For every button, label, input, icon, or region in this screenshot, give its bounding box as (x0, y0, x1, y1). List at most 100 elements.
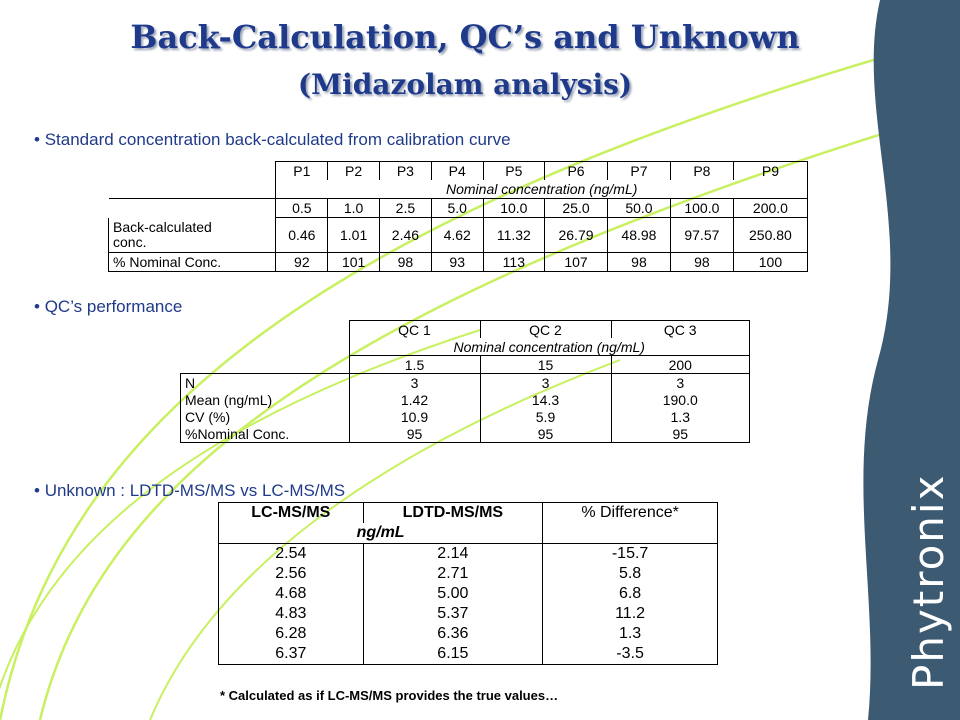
column-header: LDTD-MS/MS (362, 502, 543, 523)
column-header: P2 (327, 161, 380, 180)
table-cell: 2.14 (362, 543, 543, 564)
table-cell: 3 (479, 373, 611, 391)
table-cell: 100 (732, 252, 809, 272)
table-cell: 48.98 (606, 217, 671, 253)
table-cell: 2.56 (218, 564, 364, 584)
table-cell: 3 (348, 373, 480, 391)
table-cell: 98 (606, 252, 671, 272)
table-cell: 5.9 (479, 408, 611, 425)
table-row: 2.56 2.71 5.8 (218, 564, 718, 584)
green-curve-1 (0, 33, 960, 720)
column-header: % Difference* (542, 502, 718, 523)
table-row: 6.37 6.15 -3.5 (218, 644, 718, 665)
table-cell: 1.01 (327, 217, 380, 253)
table-cell: 15 (479, 355, 611, 374)
table-cell: 5.37 (362, 604, 543, 624)
table-cell: 1.3 (610, 408, 750, 425)
table-cell: 0.5 (275, 198, 328, 218)
column-header: P7 (606, 161, 671, 180)
table-cell: 97.57 (669, 217, 734, 253)
slide-title: Back-Calculation, QC’s and Unknown (130, 18, 800, 56)
table-cell: -15.7 (542, 543, 718, 564)
table-row: %Nominal Conc. 95 95 95 (180, 425, 750, 443)
table-cell: 190.0 (610, 391, 750, 408)
row-label-n: N (180, 373, 349, 391)
qc-table: QC 1 QC 2 QC 3 Nominal concentration (ng… (180, 320, 750, 443)
table-row: 4.83 5.37 11.2 (218, 604, 718, 624)
bullet-unknown: Unknown : LDTD-MS/MS vs LC-MS/MS (34, 481, 345, 501)
table-cell: 4.62 (430, 217, 484, 253)
table-cell: 11.32 (482, 217, 545, 253)
table-row: Nominal concentration (ng/mL) (109, 180, 808, 199)
row-label-pct-nominal: %Nominal Conc. (180, 425, 349, 443)
table-cell: 50.0 (606, 198, 671, 218)
table-cell: 14.3 (479, 391, 611, 408)
table-row: QC 1 QC 2 QC 3 (181, 320, 750, 338)
phytronix-logo: Phytronix (904, 473, 953, 690)
table-cell: 101 (327, 252, 380, 272)
table-cell: 2.71 (362, 564, 543, 584)
column-header: LC-MS/MS (218, 502, 364, 523)
table-cell: 95 (610, 425, 750, 443)
table-cell: 26.79 (544, 217, 608, 253)
table-cell: 107 (544, 252, 608, 272)
nominal-header: Nominal concentration (ng/mL) (348, 338, 750, 356)
standard-table: P1 P2 P3 P4 P5 P6 P7 P8 P9 Nominal conce… (107, 161, 809, 272)
bullet-qc: QC’s performance (34, 297, 183, 317)
table-cell: 2.54 (218, 543, 364, 564)
table-cell: 4.68 (218, 584, 364, 604)
table-row: 2.54 2.14 -15.7 (218, 543, 718, 564)
table-row: % Nominal Conc. 92 101 98 93 113 107 98 … (107, 252, 809, 272)
column-header: P1 (275, 161, 328, 180)
table-cell: 1.5 (348, 355, 480, 374)
table-cell: 98 (379, 252, 432, 272)
table-cell: 5.8 (542, 564, 718, 584)
table-row: P1 P2 P3 P4 P5 P6 P7 P8 P9 (109, 161, 809, 180)
row-label-mean: Mean (ng/mL) (180, 391, 349, 408)
table-cell: 6.28 (218, 624, 364, 644)
table-cell: 25.0 (544, 198, 608, 218)
footnote: * Calculated as if LC-MS/MS provides the… (220, 688, 559, 703)
column-header: P3 (379, 161, 432, 180)
table-row: ng/mL (217, 523, 718, 544)
table-row: 6.28 6.36 1.3 (218, 624, 718, 644)
table-cell: 200 (610, 355, 750, 374)
slide-subtitle: (Midazolam analysis) (297, 68, 633, 101)
table-row: Back-calculated conc. 0.46 1.01 2.46 4.62… (107, 217, 809, 253)
table-cell: 113 (482, 252, 545, 272)
column-header: P4 (430, 161, 484, 180)
column-header: P9 (732, 161, 809, 180)
table-cell: 6.37 (218, 644, 364, 665)
table-cell: 95 (348, 425, 480, 443)
table-cell: 92 (275, 252, 328, 272)
table-row: 1.5 15 200 (181, 355, 750, 374)
row-label-pct-nominal: % Nominal Conc. (107, 252, 276, 272)
table-cell: 10.9 (348, 408, 480, 425)
table-row: 4.68 5.00 6.8 (218, 584, 718, 604)
table-cell: 98 (669, 252, 734, 272)
column-header: QC 3 (610, 320, 750, 338)
table-cell: 5.0 (430, 198, 484, 218)
table-cell: 250.80 (732, 217, 809, 253)
table-cell: 6.36 (362, 624, 543, 644)
table-cell: 4.83 (218, 604, 364, 624)
table-row: N 3 3 3 (180, 373, 750, 391)
row-label-back-calculated: Back-calculated conc. (107, 217, 276, 253)
column-header: QC 2 (479, 320, 611, 338)
table-cell: 1.3 (542, 624, 718, 644)
table-cell: 2.46 (379, 217, 432, 253)
table-cell: -3.5 (542, 644, 718, 665)
table-cell: 10.0 (482, 198, 545, 218)
table-row: 0.5 1.0 2.5 5.0 10.0 25.0 50.0 100.0 200… (108, 198, 809, 218)
table-cell: 3 (610, 373, 750, 391)
table-cell: 100.0 (669, 198, 734, 218)
table-cell: 6.8 (542, 584, 718, 604)
table-cell: 5.00 (362, 584, 543, 604)
table-cell: 93 (430, 252, 484, 272)
table-cell: 95 (479, 425, 611, 443)
table-cell: 6.15 (362, 644, 543, 665)
table-cell: 1.0 (327, 198, 380, 218)
table-row: Nominal concentration (ng/mL) (181, 338, 750, 356)
table-cell: 1.42 (348, 391, 480, 408)
